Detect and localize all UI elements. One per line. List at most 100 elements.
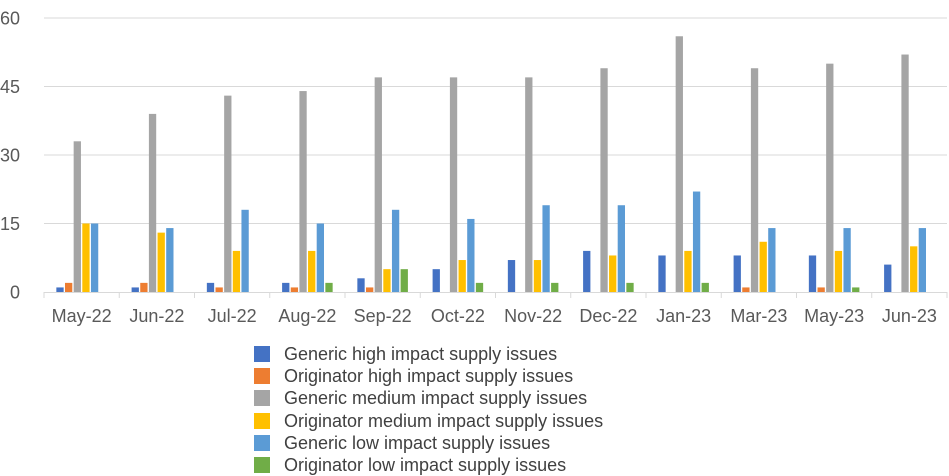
legend-swatch <box>254 457 270 474</box>
legend-swatch <box>254 390 270 407</box>
legend-item: Generic medium impact supply issues <box>254 387 603 409</box>
bar <box>131 287 139 292</box>
legend-item: Generic low impact supply issues <box>254 432 603 454</box>
bar <box>910 246 918 292</box>
bar <box>325 282 333 292</box>
bar <box>215 287 223 292</box>
legend-item: Originator low impact supply issues <box>254 454 603 476</box>
x-tick-label: Nov-22 <box>504 306 562 326</box>
legend-label: Originator low impact supply issues <box>284 455 567 476</box>
legend-swatch <box>254 412 270 429</box>
bar <box>901 54 909 293</box>
bar <box>817 287 825 292</box>
bar <box>82 223 90 292</box>
bar <box>290 287 299 292</box>
bar <box>684 250 692 292</box>
bar <box>533 260 542 292</box>
x-tick-label: Jan-23 <box>656 306 711 326</box>
legend-label: Generic low impact supply issues <box>284 432 551 453</box>
bar <box>166 228 174 292</box>
bar <box>852 287 860 292</box>
legend-swatch <box>254 346 270 363</box>
bar <box>759 241 767 292</box>
bar <box>551 282 559 292</box>
bar <box>675 36 683 293</box>
y-tick-label: 30 <box>0 146 20 166</box>
gridlines <box>44 17 947 224</box>
bar <box>232 250 241 292</box>
bar <box>609 255 617 292</box>
bar <box>658 255 666 292</box>
bar <box>884 264 892 292</box>
bar <box>733 255 741 292</box>
bar <box>525 77 533 292</box>
legend-item: Originator medium impact supply issues <box>254 410 603 432</box>
bar-chart: 0 15 30 45 60 May-22 Jun-22 Jul-22 Aug-22 Sep-22… <box>0 9 948 326</box>
y-tick-label: 0 <box>10 283 20 303</box>
bar <box>400 269 408 292</box>
y-tick-label: 60 <box>0 9 20 29</box>
bar <box>391 209 400 292</box>
bar <box>583 250 591 292</box>
bar <box>600 68 608 292</box>
bar <box>467 218 475 292</box>
bar <box>507 260 516 292</box>
bar <box>282 282 290 292</box>
bar <box>692 191 701 292</box>
bar <box>90 223 99 292</box>
bar <box>140 282 148 292</box>
bar <box>626 282 634 292</box>
legend-item: Generic high impact supply issues <box>254 343 603 365</box>
bar <box>826 63 834 292</box>
bars <box>56 36 926 293</box>
y-tick-label: 15 <box>0 214 20 234</box>
bar <box>73 141 81 292</box>
bar <box>768 228 776 292</box>
x-tick-label: Aug-22 <box>278 306 336 326</box>
bar <box>383 269 391 292</box>
x-tick-label: Mar-23 <box>730 306 787 326</box>
bar <box>834 250 843 292</box>
bar <box>808 255 817 292</box>
bar <box>224 95 232 292</box>
bar <box>432 269 440 292</box>
bar <box>366 287 374 292</box>
legend-swatch <box>254 368 270 385</box>
bar <box>701 282 709 292</box>
bar <box>157 232 165 292</box>
legend-label: Originator high impact supply issues <box>284 366 574 387</box>
bar <box>449 77 458 292</box>
bar <box>458 260 466 292</box>
bar <box>316 223 324 292</box>
y-tick-label: 45 <box>0 77 20 97</box>
bar <box>742 287 750 292</box>
bar <box>148 113 157 293</box>
x-tick-label: Dec-22 <box>579 306 637 326</box>
bar <box>475 282 484 292</box>
bar <box>357 278 365 292</box>
bar <box>750 68 759 292</box>
legend-label: Generic high impact supply issues <box>284 344 558 365</box>
bar <box>65 282 73 292</box>
x-tick-label: May-23 <box>804 306 864 326</box>
x-tick-label: Jun-22 <box>129 306 184 326</box>
x-tick-label: Jun-23 <box>882 306 937 326</box>
x-tick-label: Jul-22 <box>208 306 257 326</box>
bar <box>308 250 316 292</box>
bar <box>299 91 307 292</box>
x-tick-label: Oct-22 <box>431 306 485 326</box>
bar <box>542 205 550 292</box>
legend-item: Originator high impact supply issues <box>254 365 603 387</box>
bar <box>617 205 625 292</box>
bar <box>918 228 926 292</box>
bar <box>56 287 64 292</box>
legend-swatch <box>254 434 270 451</box>
x-tick-label: May-22 <box>52 306 112 326</box>
bar <box>374 77 382 292</box>
y-axis: 0 15 30 45 60 <box>0 9 20 303</box>
legend-label: Originator medium impact supply issues <box>284 410 604 431</box>
bar <box>241 209 249 292</box>
bar <box>206 282 215 292</box>
bar <box>843 228 851 292</box>
legend: Generic high impact supply issues Origina… <box>254 343 603 476</box>
